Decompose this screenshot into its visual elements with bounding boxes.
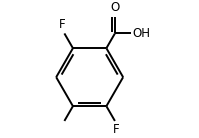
Text: OH: OH [132,27,150,40]
Text: F: F [113,123,120,136]
Text: F: F [59,18,66,31]
Text: O: O [110,1,120,14]
